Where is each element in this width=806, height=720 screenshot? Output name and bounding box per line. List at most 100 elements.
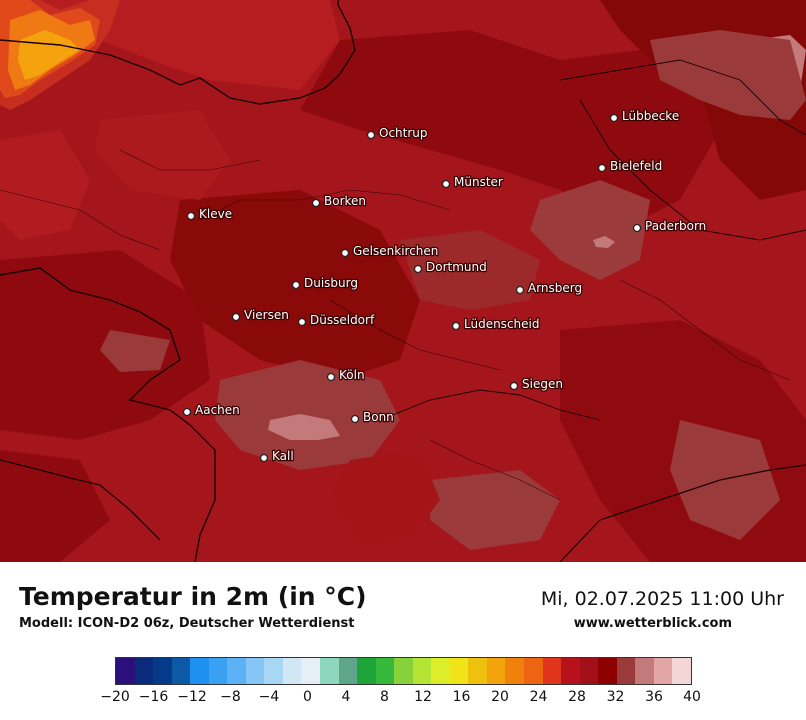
city-marker-duesseldorf[interactable]: Düsseldorf [297, 312, 376, 328]
legend-tick: −8 [220, 689, 241, 705]
legend-tick: −16 [138, 689, 169, 705]
legend-tick: 28 [568, 689, 586, 705]
city-dot [326, 372, 336, 382]
city-marker-kall[interactable]: Kall [259, 448, 295, 464]
legend-tick: −4 [258, 689, 280, 705]
legend-swatch [524, 658, 543, 684]
legend-swatch [394, 658, 413, 684]
city-dot [259, 453, 269, 463]
city-dot [515, 285, 525, 295]
legend-swatch [653, 658, 673, 684]
legend-swatch [449, 658, 469, 684]
city-marker-bielefeld[interactable]: Bielefeld [597, 158, 664, 174]
legend-swatch [320, 658, 339, 684]
city-dot [297, 317, 307, 327]
legend-tick: 32 [606, 689, 625, 705]
legend-swatch [542, 658, 562, 684]
city-dot [366, 130, 376, 140]
city-label: Münster [454, 175, 503, 189]
city-label: Gelsenkirchen [353, 244, 438, 258]
city-label: Arnsberg [528, 281, 582, 295]
city-label: Duisburg [304, 276, 358, 290]
city-marker-siegen[interactable]: Siegen [509, 376, 564, 392]
city-dot [231, 312, 241, 322]
legend-swatch [245, 658, 265, 684]
city-label: Düsseldorf [310, 313, 375, 327]
city-label: Lüdenscheid [464, 317, 539, 331]
city-marker-bonn[interactable]: Bonn [350, 409, 395, 425]
legend-tick: 16 [452, 689, 471, 705]
city-label: Ochtrup [379, 126, 428, 140]
city-label: Borken [324, 194, 366, 208]
city-label: Köln [339, 368, 365, 382]
city-dot [632, 223, 642, 233]
borders [0, 0, 806, 562]
legend-tick: −20 [100, 689, 130, 705]
legend-swatch [264, 658, 283, 684]
legend-swatch [431, 658, 450, 684]
city-label: Aachen [195, 403, 240, 417]
city-dot [182, 407, 192, 417]
city-marker-gelsenkirchen[interactable]: Gelsenkirchen [340, 243, 440, 259]
legend-swatch [134, 658, 154, 684]
city-label: Dortmund [426, 260, 487, 274]
city-label: Paderborn [645, 219, 706, 233]
forecast-datetime: Mi, 02.07.2025 11:00 Uhr [540, 588, 784, 610]
city-label: Bielefeld [610, 159, 662, 173]
city-marker-luebbecke[interactable]: Lübbecke [609, 108, 681, 124]
temperature-map[interactable]: Lübbecke Ochtrup Bielefeld Münster Borke… [0, 0, 806, 562]
legend-swatch [635, 658, 654, 684]
city-dot [441, 179, 451, 189]
city-dot [451, 321, 461, 331]
map-title: Temperatur in 2m (in °C) [19, 582, 367, 611]
city-dot [186, 211, 196, 221]
legend-swatch [375, 658, 395, 684]
legend-swatch [282, 658, 302, 684]
city-dot [413, 264, 423, 274]
city-dot [597, 163, 607, 173]
city-dot [350, 414, 360, 424]
city-marker-aachen[interactable]: Aachen [182, 402, 241, 418]
map-canvas: Lübbecke Ochtrup Bielefeld Münster Borke… [0, 0, 806, 562]
legend-swatch [190, 658, 209, 684]
legend-swatch [672, 658, 691, 684]
legend-tick: 20 [491, 689, 509, 705]
temperature-field [0, 0, 806, 562]
legend-swatch [486, 658, 506, 684]
city-marker-dortmund[interactable]: Dortmund [413, 259, 488, 275]
city-marker-muenster[interactable]: Münster [441, 174, 504, 190]
legend-swatch [561, 658, 580, 684]
legend-tick: 24 [529, 689, 548, 705]
legend-swatch [505, 658, 525, 684]
city-marker-arnsberg[interactable]: Arnsberg [515, 280, 583, 296]
city-marker-luedenscheid[interactable]: Lüdenscheid [451, 316, 541, 332]
legend-swatch [357, 658, 376, 684]
city-layer: Lübbecke Ochtrup Bielefeld Münster Borke… [182, 108, 708, 464]
city-dot [311, 198, 321, 208]
legend-swatch [116, 658, 135, 684]
city-marker-kleve[interactable]: Kleve [186, 206, 233, 222]
model-info: Modell: ICON-D2 06z, Deutscher Wetterdie… [19, 616, 355, 631]
legend-swatch [153, 658, 172, 684]
city-marker-viersen[interactable]: Viersen [231, 307, 290, 323]
city-dot [291, 280, 301, 290]
legend-swatch [171, 658, 191, 684]
city-marker-borken[interactable]: Borken [311, 193, 367, 209]
legend-tick: 4 [341, 689, 351, 705]
city-marker-duisburg[interactable]: Duisburg [291, 275, 359, 291]
legend-swatch [412, 658, 432, 684]
city-dot [340, 248, 350, 258]
city-label: Kleve [199, 207, 232, 221]
legend-swatch [616, 658, 636, 684]
legend-swatch [338, 658, 358, 684]
city-dot [609, 113, 619, 123]
city-marker-koeln[interactable]: Köln [326, 367, 366, 383]
source-link[interactable]: www.wetterblick.com [573, 616, 732, 631]
legend-tick: 0 [303, 689, 312, 705]
legend-tick: 40 [683, 689, 701, 705]
city-marker-ochtrup[interactable]: Ochtrup [366, 125, 429, 141]
city-label: Lübbecke [622, 109, 679, 123]
legend-swatch [227, 658, 246, 684]
city-marker-paderborn[interactable]: Paderborn [632, 218, 708, 234]
city-label: Viersen [244, 308, 289, 322]
